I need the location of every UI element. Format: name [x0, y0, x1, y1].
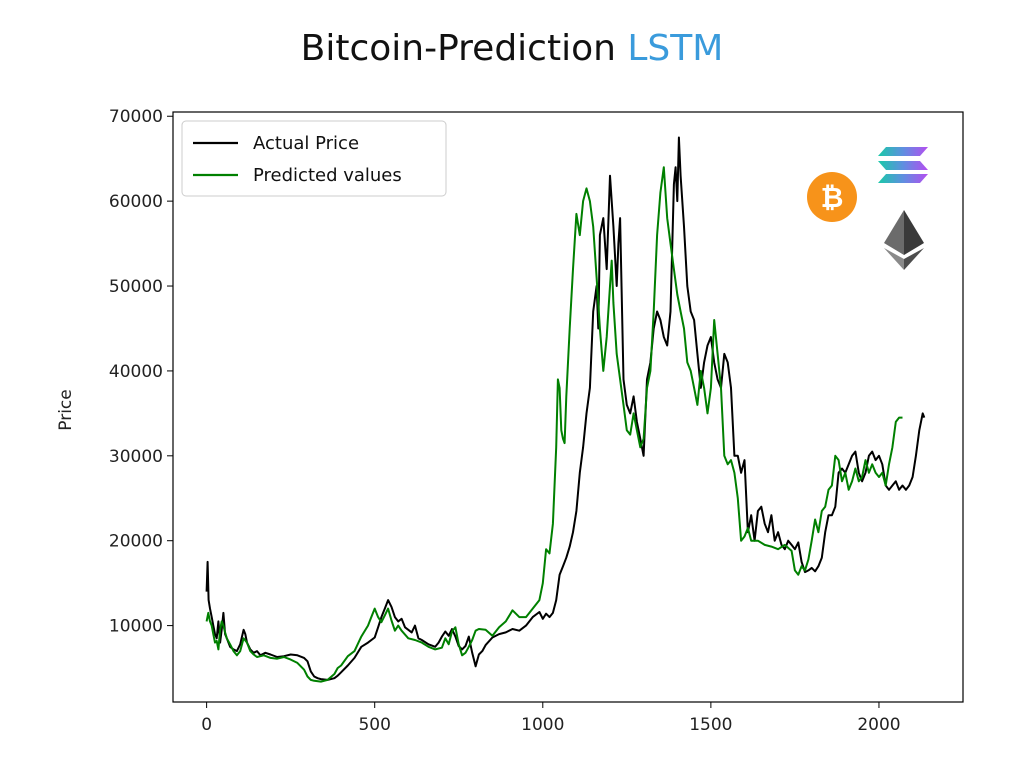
page-title: Bitcoin-Prediction LSTM [0, 28, 1024, 69]
series-line-actual [205, 136, 926, 681]
y-tick-label: 60000 [109, 192, 163, 212]
y-axis: 10000 20000 30000 40000 50000 60000 70000 [109, 107, 173, 637]
ethereum-icon [884, 210, 924, 270]
y-tick-label: 50000 [109, 277, 163, 297]
series-line-predicted [205, 166, 903, 683]
series-lines [205, 136, 926, 683]
x-axis: 0 500 1000 1500 2000 [201, 702, 901, 735]
legend-label-predicted: Predicted values [253, 165, 402, 186]
legend: Actual Price Predicted values [181, 120, 447, 197]
y-axis-label: Price [56, 389, 76, 430]
title-main: Bitcoin-Prediction [300, 28, 616, 69]
bitcoin-icon: ₿ [807, 172, 857, 222]
x-tick-label: 1500 [689, 715, 732, 735]
y-tick-label: 20000 [109, 532, 163, 552]
x-tick-label: 0 [201, 715, 212, 735]
plot-area-frame [172, 111, 964, 703]
y-tick-label: 70000 [109, 107, 163, 127]
x-tick-label: 1000 [521, 715, 564, 735]
legend-box [181, 120, 447, 197]
x-tick-label: 2000 [857, 715, 900, 735]
y-tick-label: 40000 [109, 362, 163, 382]
y-tick-label: 10000 [109, 617, 163, 637]
title-accent: LSTM [627, 28, 724, 69]
x-tick-label: 500 [358, 715, 390, 735]
solana-icon [878, 147, 928, 183]
legend-label-actual: Actual Price [253, 133, 359, 154]
svg-text:₿: ₿ [821, 181, 844, 214]
y-tick-label: 30000 [109, 447, 163, 467]
